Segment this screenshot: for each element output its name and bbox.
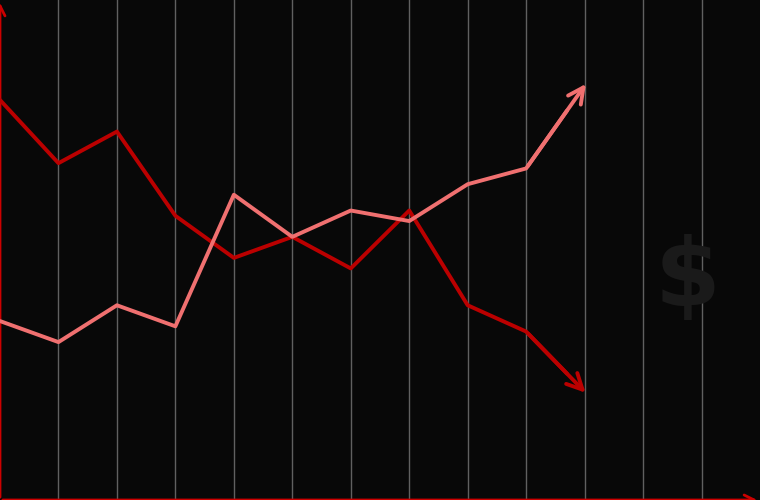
Text: $: $	[655, 234, 720, 326]
